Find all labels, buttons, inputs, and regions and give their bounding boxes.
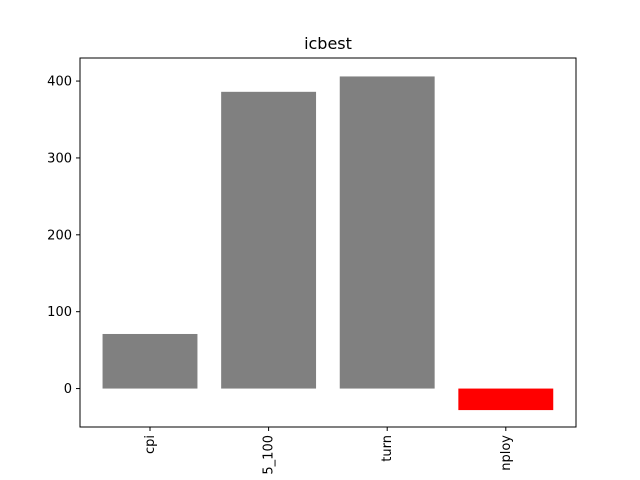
y-tick-label: 400 <box>47 75 72 90</box>
bar-nploy <box>458 388 554 411</box>
chart-title: icbest <box>304 34 352 53</box>
y-tick-label: 200 <box>47 228 72 243</box>
bar-5_100 <box>221 91 317 389</box>
plot-frame <box>79 57 577 428</box>
y-axis: 0 100 200 300 400 <box>47 75 80 397</box>
x-tick-label: turn <box>380 435 395 462</box>
x-tick-label: 5_100 <box>262 435 277 475</box>
x-tick-label: cpi <box>143 435 158 454</box>
bar-cpi <box>102 333 198 389</box>
y-tick-label: 0 <box>64 382 72 397</box>
y-tick-label: 100 <box>47 305 72 320</box>
bars-group <box>102 76 554 411</box>
x-tick-label: nploy <box>499 435 514 471</box>
y-tick-label: 300 <box>47 151 72 166</box>
x-axis: cpi 5_100 turn nploy <box>143 427 514 475</box>
bar-turn <box>339 76 435 389</box>
